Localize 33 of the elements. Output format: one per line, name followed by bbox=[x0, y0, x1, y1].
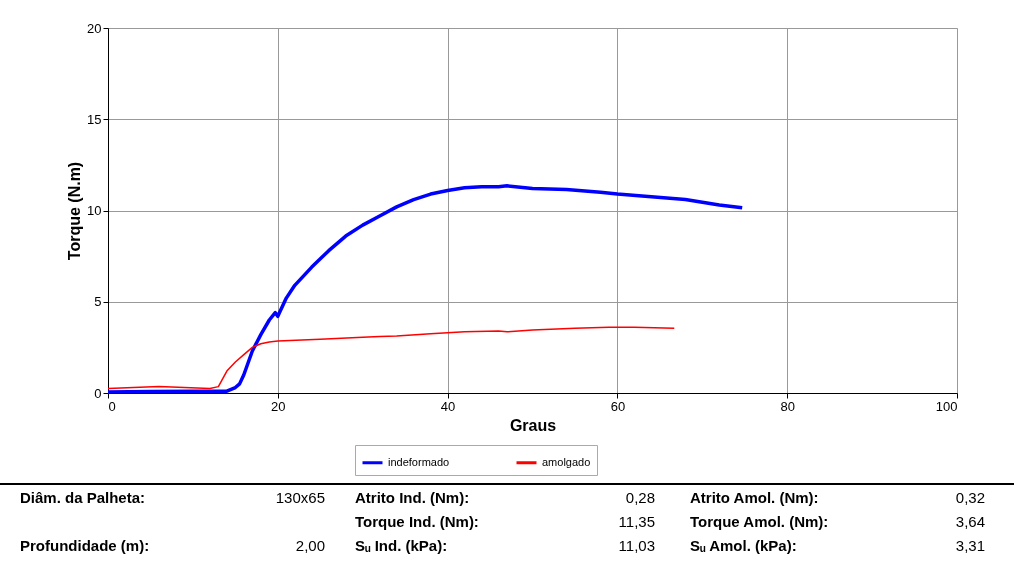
y-tick-label: 15 bbox=[87, 111, 102, 127]
x-tick-label: 20 bbox=[271, 398, 286, 414]
text: Sᵤ Ind. (kPa): bbox=[355, 537, 448, 554]
x-tick-label: 0 bbox=[108, 398, 116, 414]
x-tick-label: 100 bbox=[935, 398, 958, 414]
text: 3,31 bbox=[955, 537, 985, 554]
text: 0,28 bbox=[625, 489, 655, 506]
y-tick-label: 5 bbox=[94, 294, 102, 310]
text: 0,32 bbox=[955, 489, 985, 506]
legend-label: amolgado bbox=[542, 455, 591, 468]
text: 130x65 bbox=[275, 489, 325, 506]
y-tick-label: 20 bbox=[87, 20, 102, 36]
text: 11,03 bbox=[618, 537, 655, 554]
text: Atrito Ind. (Nm): bbox=[355, 489, 470, 506]
y-axis-title: Torque (N.m) bbox=[66, 161, 84, 261]
text: Sᵤ Amol. (kPa): bbox=[690, 537, 797, 554]
x-tick-label: 80 bbox=[780, 398, 795, 414]
text: Profundidade (m): bbox=[20, 537, 150, 554]
text: 3,64 bbox=[955, 513, 985, 530]
x-tick-label: 40 bbox=[440, 398, 456, 414]
text: Torque Amol. (Nm): bbox=[690, 513, 829, 530]
x-axis-title: Graus bbox=[509, 416, 557, 434]
line-series bbox=[106, 184, 744, 394]
legend-label: indeformado bbox=[388, 455, 450, 468]
text: Diâm. da Palheta: bbox=[20, 489, 146, 506]
line-series bbox=[107, 326, 676, 390]
text: Atrito Amol. (Nm): bbox=[690, 489, 819, 506]
text: 11,35 bbox=[618, 513, 655, 530]
text: 2,00 bbox=[295, 537, 325, 554]
y-tick-label: 10 bbox=[87, 203, 102, 218]
y-tick-label: 0 bbox=[94, 385, 102, 401]
text: Torque Ind. (Nm): bbox=[355, 513, 479, 530]
x-tick-label: 60 bbox=[610, 398, 626, 414]
